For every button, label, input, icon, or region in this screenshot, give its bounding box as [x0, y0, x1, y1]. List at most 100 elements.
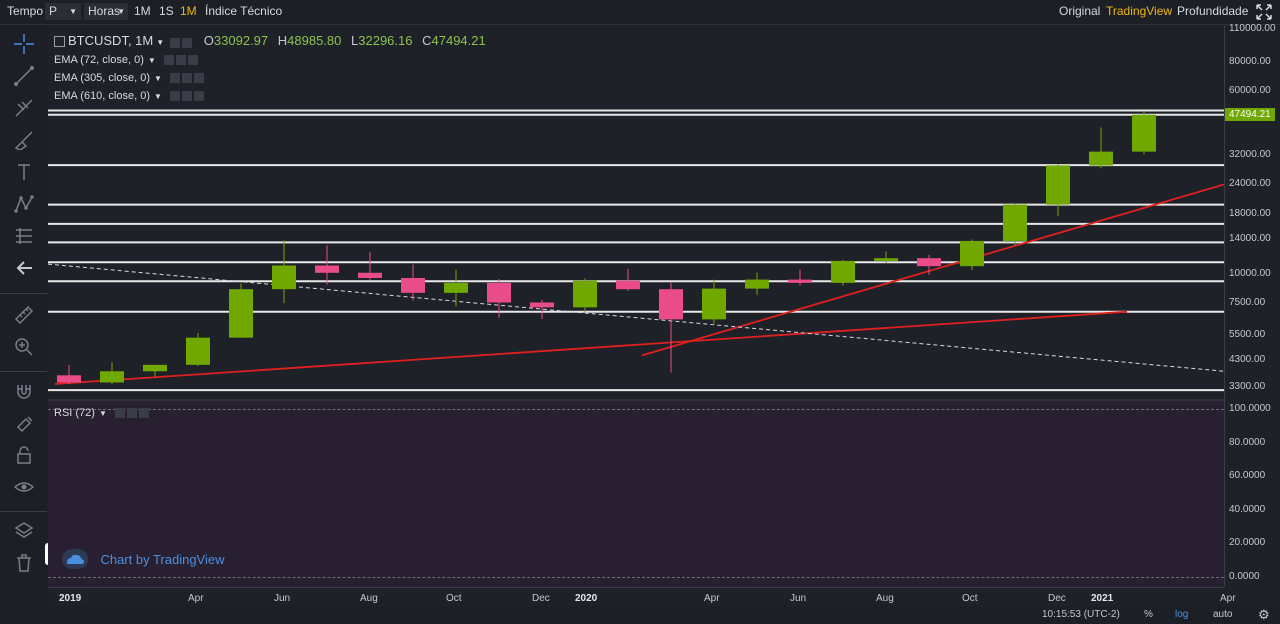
candle-body[interactable] [315, 265, 339, 273]
candle-body[interactable] [143, 364, 167, 372]
ema-legend-1[interactable]: EMA (72, close, 0) ▼ [54, 54, 200, 66]
interval-1month-button[interactable]: 1M [180, 4, 197, 18]
time-tick-label: 2019 [59, 593, 82, 604]
legend-action-icons[interactable] [163, 54, 200, 66]
original-view-button[interactable]: Original [1059, 4, 1101, 18]
chart-legend-main: BTCUSDT, 1M ▼ O33092.97 H48985.80 L32296.… [54, 33, 486, 49]
prediction-icon[interactable] [12, 224, 36, 248]
candle-body[interactable] [487, 282, 511, 303]
high-value: 48985.80 [287, 33, 342, 48]
candle-body[interactable] [616, 280, 640, 290]
indice-tecnico-button[interactable]: Índice Técnico [205, 4, 283, 18]
eye-icon[interactable] [12, 475, 36, 499]
auto-toggle[interactable]: auto [1213, 609, 1233, 620]
magnet-icon[interactable] [12, 379, 36, 403]
horas-select[interactable]: Horas ▼ [84, 3, 128, 20]
collapse-icon[interactable] [54, 36, 65, 48]
interval-1m-button[interactable]: 1M [134, 4, 151, 18]
price-tick-label: 32000.00 [1229, 149, 1271, 161]
candle-body[interactable] [100, 371, 124, 383]
candle-body[interactable] [1132, 114, 1156, 152]
symbol-label[interactable]: BTCUSDT, 1M [68, 33, 154, 48]
candle-body[interactable] [917, 258, 941, 267]
price-axis[interactable]: 110000.00 80000.00 60000.00 47494.21 32000.0… [1224, 23, 1280, 587]
time-axis[interactable]: 2019 Apr Jun Aug Oct Dec 2020 Apr Jun Aug Oct Dec 20… [48, 587, 1236, 610]
trash-icon[interactable] [12, 551, 36, 575]
candle-body[interactable] [788, 279, 812, 283]
trendline-red-lower[interactable] [54, 310, 1128, 385]
zoom-in-icon[interactable] [12, 335, 36, 359]
candle-body[interactable] [401, 277, 425, 293]
interval-1s-button[interactable]: 1S [159, 4, 174, 18]
rsi-tick-label: 100.0000 [1229, 403, 1271, 414]
candle-body[interactable] [229, 289, 253, 338]
log-toggle[interactable]: log [1175, 609, 1189, 620]
fibonacci-icon[interactable] [12, 96, 36, 120]
price-chart-pane[interactable]: BTCUSDT, 1M ▼ O33092.97 H48985.80 L32296.… [48, 25, 1224, 399]
settings-gear-icon[interactable]: ⚙ [1258, 607, 1270, 622]
tradingview-view-button[interactable]: TradingView [1106, 4, 1173, 18]
time-tick-label: Dec [1048, 593, 1066, 604]
candle-body[interactable] [530, 302, 554, 308]
lock-icon[interactable] [12, 443, 36, 467]
legend-action-icons[interactable] [169, 72, 206, 84]
horas-select-label: Horas [88, 4, 121, 18]
high-label: H [277, 33, 288, 48]
layers-icon[interactable] [12, 519, 36, 543]
candle-body[interactable] [831, 260, 855, 283]
open-value: 33092.97 [213, 33, 269, 48]
ema-legend-2[interactable]: EMA (305, close, 0) ▼ [54, 72, 206, 84]
profundidade-view-button[interactable]: Profundidade [1177, 4, 1249, 18]
text-tool-icon[interactable] [12, 160, 36, 184]
candle-body[interactable] [1089, 151, 1113, 166]
trendline-dashed[interactable] [48, 263, 1224, 372]
rsi-pane[interactable]: RSI (72) ▼ Chart by TradingView [48, 401, 1224, 587]
rsi-label: RSI (72) [54, 407, 95, 419]
chevron-down-icon[interactable]: ▼ [154, 74, 162, 83]
candle-body[interactable] [444, 282, 468, 293]
legend-action-icons[interactable] [169, 90, 206, 102]
legend-action-icons[interactable] [114, 407, 151, 419]
interval-select[interactable]: P ▼ [45, 3, 81, 20]
candle-body[interactable] [745, 279, 769, 289]
crosshair-icon[interactable] [12, 32, 36, 56]
ruler-icon[interactable] [12, 303, 36, 327]
tradingview-watermark-text: Chart by TradingView [100, 551, 225, 567]
chevron-down-icon[interactable]: ▼ [98, 409, 107, 418]
price-tick-label: 4300.00 [1229, 353, 1266, 365]
candle-body[interactable] [358, 272, 382, 278]
brush-icon[interactable] [12, 128, 36, 152]
tradingview-watermark[interactable]: Chart by TradingView [62, 549, 225, 569]
candle-body[interactable] [57, 375, 81, 383]
trend-line-icon[interactable] [12, 64, 36, 88]
chevron-down-icon[interactable]: ▼ [156, 38, 165, 47]
percent-toggle[interactable]: % [1144, 609, 1153, 620]
candle-body[interactable] [960, 240, 984, 267]
candle-body[interactable] [874, 258, 898, 261]
fullscreen-icon[interactable] [1256, 4, 1272, 20]
chevron-down-icon[interactable]: ▼ [154, 92, 162, 101]
candle-body[interactable] [702, 288, 726, 320]
chevron-down-icon: ▼ [117, 7, 125, 16]
lock-drawing-icon[interactable] [12, 411, 36, 435]
candle-body[interactable] [573, 280, 597, 308]
pattern-icon[interactable] [12, 192, 36, 216]
trendline-red-upper[interactable] [641, 183, 1224, 357]
legend-action-icons[interactable] [170, 34, 194, 49]
time-tick-label: Apr [704, 593, 720, 604]
pane-divider[interactable] [48, 399, 1224, 401]
close-label: C [422, 33, 432, 48]
candle-body[interactable] [186, 337, 210, 365]
time-tick-label: Dec [532, 593, 550, 604]
chevron-down-icon[interactable]: ▼ [147, 56, 156, 65]
ema-legend-3[interactable]: EMA (610, close, 0) ▼ [54, 90, 206, 102]
candle-body[interactable] [1003, 204, 1027, 241]
candle-body[interactable] [272, 265, 296, 290]
close-value: 47494.21 [431, 33, 486, 48]
back-arrow-icon[interactable] [12, 256, 36, 280]
candle-body[interactable] [659, 289, 683, 320]
chevron-down-icon: ▼ [69, 7, 77, 16]
rsi-legend[interactable]: RSI (72) ▼ [54, 407, 151, 419]
sidebar-divider [0, 511, 47, 512]
candle-body[interactable] [1046, 165, 1070, 205]
